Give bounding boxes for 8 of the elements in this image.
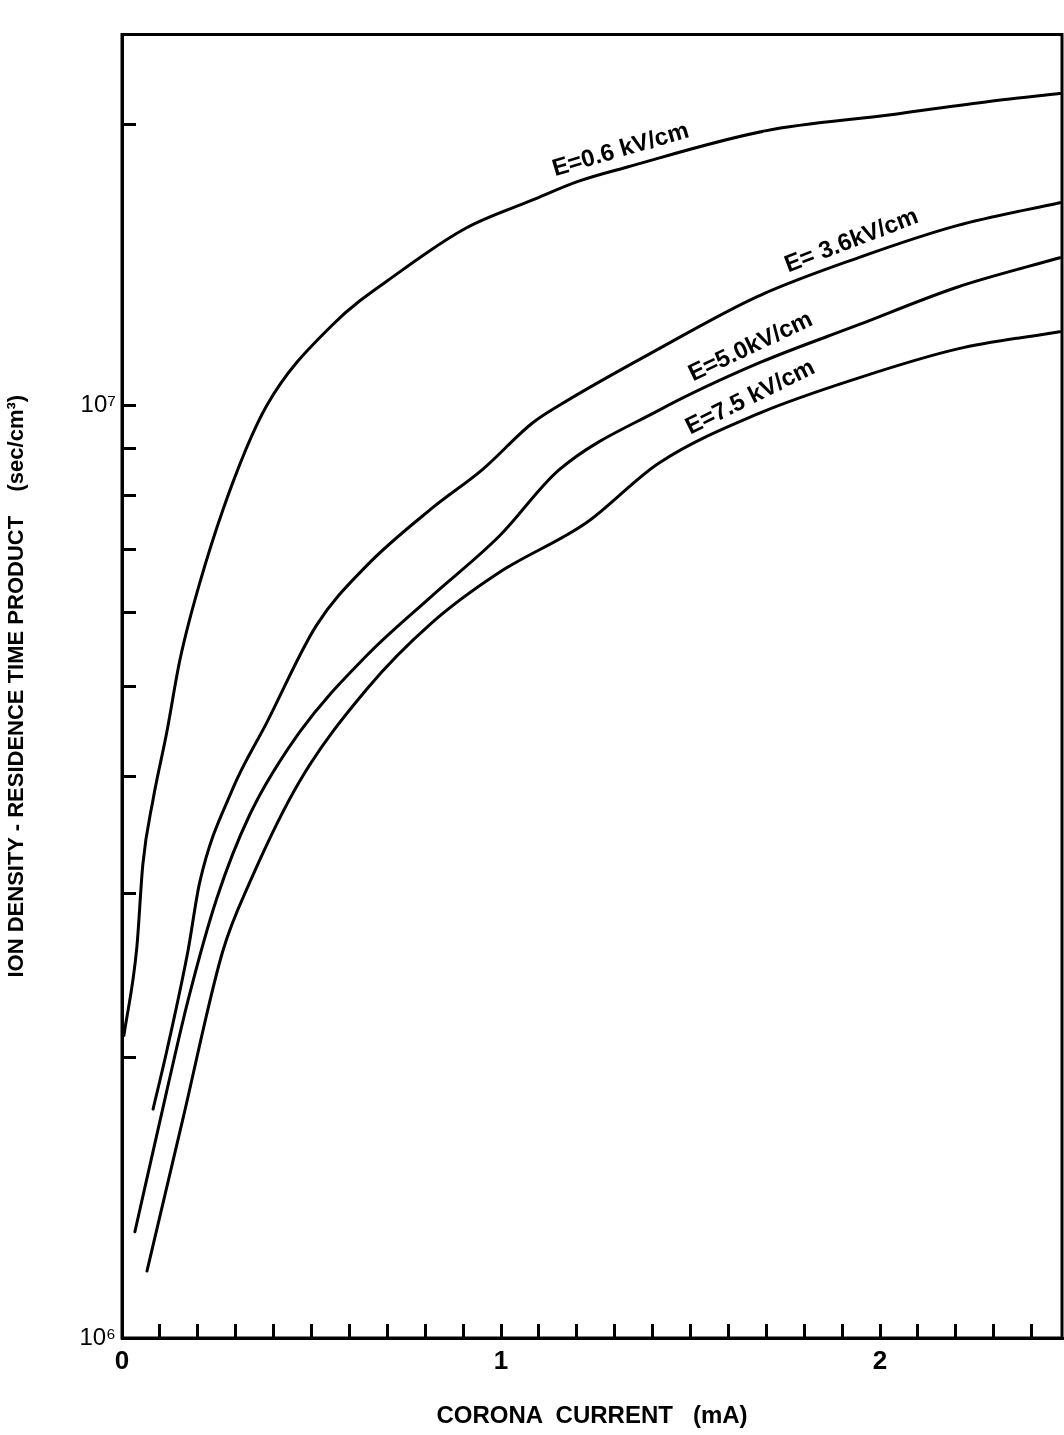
x-axis-title: CORONA CURRENT (mA) [436,1401,748,1429]
x-tick-label: 2 [872,1344,888,1375]
y-axis-title: ION DENSITY - RESIDENCE TIME PRODUCT (sec/cm³) [3,394,29,978]
y-tick-label: 10⁷ [80,390,116,418]
x-tick-label: 1 [493,1344,509,1375]
x-tick-label: 0 [114,1344,130,1375]
y-tick-label: 10⁶ [79,1322,116,1350]
annotation: E=0.6 kV/cm [548,115,692,182]
